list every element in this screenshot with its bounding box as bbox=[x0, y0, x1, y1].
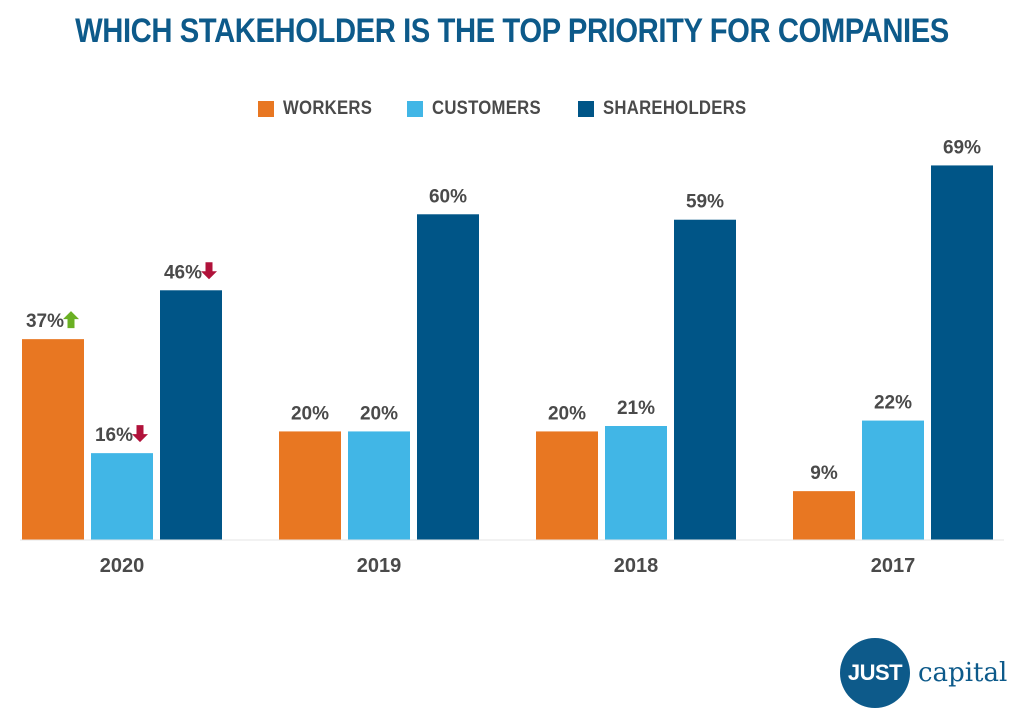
bar-customers-2020 bbox=[91, 453, 153, 540]
arrow-down-icon-shareholders-2020 bbox=[201, 262, 217, 280]
legend-item-workers: WORKERS bbox=[258, 98, 384, 120]
chart-legend: WORKERS CUSTOMERS SHAREHOLDERS bbox=[0, 98, 1024, 120]
bar-shareholders-2018 bbox=[674, 219, 736, 540]
data-label-shareholders-2020: 46% bbox=[164, 262, 202, 283]
bar-workers-2019 bbox=[279, 431, 341, 540]
bar-shareholders-2019 bbox=[417, 214, 479, 541]
bar-customers-2017 bbox=[862, 420, 924, 540]
data-label-customers-2017: 22% bbox=[874, 393, 912, 414]
bar-workers-2020 bbox=[22, 339, 84, 540]
bar-customers-2018 bbox=[605, 426, 667, 540]
legend-item-shareholders: SHAREHOLDERS bbox=[577, 98, 766, 120]
data-label-workers-2018: 20% bbox=[548, 403, 586, 424]
data-label-customers-2019: 20% bbox=[360, 403, 398, 424]
data-label-workers-2019: 20% bbox=[291, 403, 329, 424]
bar-shareholders-2017 bbox=[931, 165, 993, 540]
data-label-shareholders-2017: 69% bbox=[943, 137, 981, 158]
logo-word: capital bbox=[918, 658, 1008, 688]
legend-label-customers: CUSTOMERS bbox=[431, 98, 541, 119]
x-tick-label-2020: 2020 bbox=[100, 555, 145, 577]
data-label-workers-2017: 9% bbox=[810, 463, 838, 484]
x-tick-label-2019: 2019 bbox=[357, 555, 402, 577]
bar-shareholders-2020 bbox=[160, 290, 222, 540]
legend-swatch-shareholders bbox=[577, 101, 594, 117]
arrow-up-icon-workers-2020 bbox=[63, 311, 79, 329]
legend-item-customers: CUSTOMERS bbox=[406, 98, 556, 120]
legend-label-shareholders: SHAREHOLDERS bbox=[602, 98, 746, 119]
data-label-customers-2020: 16% bbox=[95, 425, 133, 446]
x-tick-label-2017: 2017 bbox=[871, 555, 916, 577]
data-label-shareholders-2018: 59% bbox=[686, 192, 724, 213]
bar-workers-2018 bbox=[536, 431, 598, 540]
legend-swatch-workers bbox=[258, 101, 275, 117]
bar-workers-2017 bbox=[793, 491, 855, 540]
data-label-shareholders-2019: 60% bbox=[429, 186, 467, 207]
just-capital-logo: JUST capital bbox=[840, 638, 1007, 708]
arrow-down-icon-customers-2020 bbox=[132, 425, 148, 443]
x-tick-label-2018: 2018 bbox=[614, 555, 659, 577]
data-label-workers-2020: 37% bbox=[26, 311, 64, 332]
data-label-customers-2018: 21% bbox=[617, 398, 655, 419]
logo-mark: JUST bbox=[840, 638, 910, 708]
legend-swatch-customers bbox=[406, 101, 423, 117]
chart-title: WHICH STAKEHOLDER IS THE TOP PRIORITY FO… bbox=[75, 12, 949, 50]
legend-label-workers: WORKERS bbox=[283, 98, 373, 119]
bar-customers-2019 bbox=[348, 431, 410, 540]
